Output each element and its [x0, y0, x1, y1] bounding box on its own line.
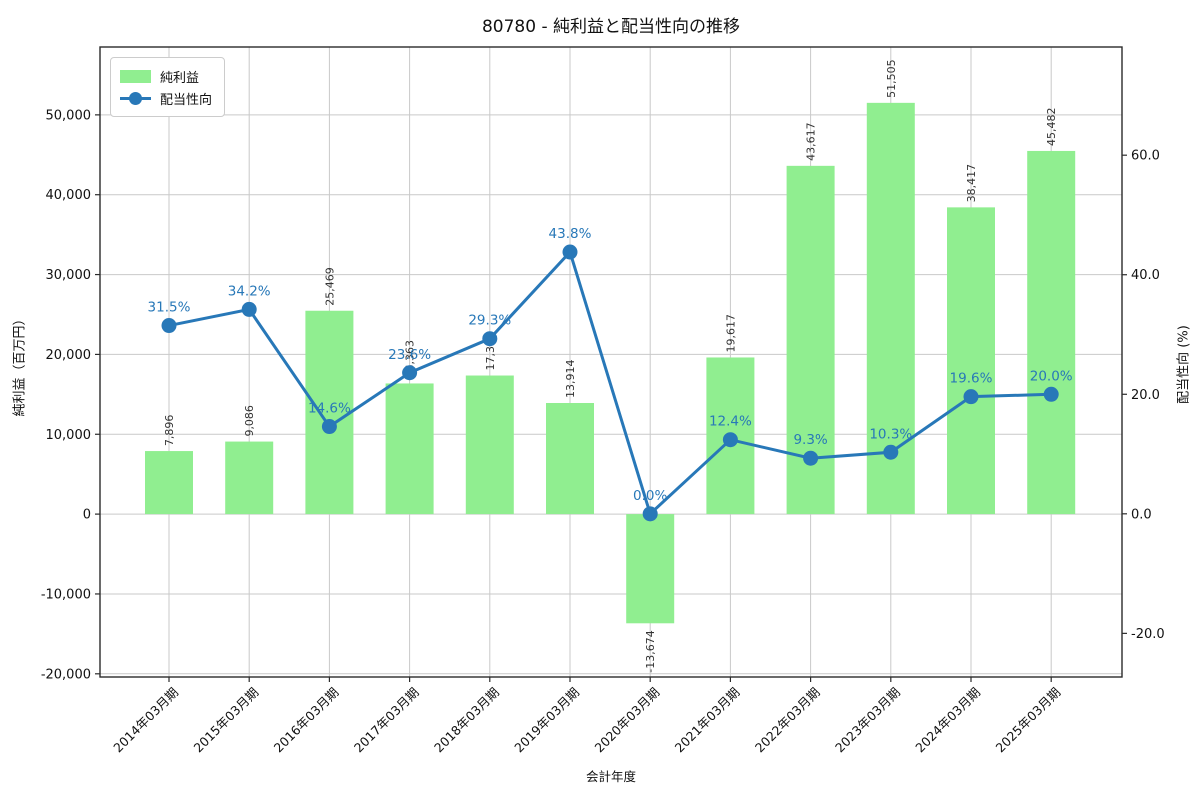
legend-label: 配当性向 — [160, 92, 213, 108]
net-income-bar — [305, 310, 354, 515]
chart-title: 80780 - 純利益と配当性向の推移 — [481, 17, 741, 37]
x-tick-label: 2020年03月期 — [591, 685, 662, 756]
y-tick-label-left: -20,000 — [41, 667, 91, 682]
net-income-bar — [1027, 150, 1076, 515]
y-tick-label-right: 20.0 — [1131, 388, 1160, 403]
x-tick-label: 2022年03月期 — [752, 685, 823, 756]
payout-ratio-marker — [803, 450, 819, 466]
legend-item-net-income: 純利益 — [120, 65, 212, 87]
x-tick-label: 2025年03月期 — [992, 685, 1063, 756]
net-income-bar — [546, 403, 594, 515]
percent-label: 23.6% — [388, 347, 431, 363]
y-tick-label-left: 0 — [83, 508, 91, 523]
x-tick-label: 2015年03月期 — [190, 685, 261, 756]
bar-value-label: 7,896 — [163, 415, 176, 447]
payout-ratio-marker — [321, 419, 337, 435]
percent-label: 9.3% — [793, 432, 827, 448]
bar-swatch-icon — [120, 69, 151, 83]
net-income-bar — [626, 514, 675, 624]
plot-border — [99, 46, 1123, 678]
bar-value-label: 25,469 — [323, 267, 336, 306]
legend-item-payout-ratio: 配当性向 — [120, 87, 212, 109]
payout-ratio-marker — [642, 506, 658, 522]
y-tick-label-left: 20,000 — [46, 348, 92, 363]
y-tick-label-left: 30,000 — [46, 268, 92, 283]
percent-label: 19.6% — [950, 371, 993, 387]
y-axis-label-left: 純利益（百万円） — [12, 312, 28, 417]
x-tick-label: 2021年03月期 — [672, 685, 743, 756]
y-tick-label-right: 40.0 — [1131, 268, 1160, 283]
net-income-bar — [385, 383, 434, 515]
x-tick-label: 2017年03月期 — [351, 685, 422, 756]
percent-label: 43.8% — [549, 226, 592, 242]
payout-ratio-marker — [1043, 386, 1059, 402]
bar-value-label: 45,482 — [1045, 107, 1058, 146]
percent-label: 31.5% — [148, 300, 191, 316]
net-income-bar — [145, 451, 193, 515]
y-tick-label-left: 40,000 — [46, 188, 92, 203]
x-tick-label: 2014年03月期 — [110, 685, 181, 756]
bar-value-label: 38,417 — [965, 164, 978, 203]
x-tick-label: 2016年03月期 — [271, 685, 342, 756]
line-marker-icon — [120, 91, 151, 105]
bar-value-label: -13,674 — [644, 630, 657, 672]
payout-ratio-marker — [161, 318, 177, 334]
x-tick-label: 2018年03月期 — [431, 685, 502, 756]
payout-ratio-marker — [883, 444, 899, 460]
net-income-bar — [947, 207, 995, 515]
payout-ratio-marker — [482, 331, 498, 347]
bar-value-label: 9,086 — [243, 405, 256, 437]
legend: 純利益 配当性向 — [110, 57, 226, 117]
percent-label: 20.0% — [1030, 368, 1073, 384]
x-tick-label: 2019年03月期 — [511, 685, 582, 756]
percent-label: 0.0% — [633, 488, 667, 504]
net-income-bar — [465, 375, 514, 515]
payout-ratio-marker — [963, 389, 979, 405]
percent-label: 29.3% — [468, 313, 511, 329]
y-tick-label-left: -10,000 — [41, 587, 91, 602]
percent-label: 14.6% — [308, 401, 351, 417]
payout-ratio-marker — [402, 365, 418, 381]
payout-ratio-line — [168, 249, 1052, 517]
y-tick-label-left: 10,000 — [46, 428, 92, 443]
payout-ratio-marker — [241, 301, 257, 317]
legend-label: 純利益 — [160, 70, 200, 86]
y-tick-label-right: 0.0 — [1131, 507, 1152, 522]
x-tick-label: 2024年03月期 — [912, 685, 983, 756]
bar-value-label: 51,505 — [885, 59, 898, 98]
x-tick-label: 2023年03月期 — [832, 685, 903, 756]
y-tick-label-right: 60.0 — [1131, 149, 1160, 164]
y-axis-label-right: 配当性向 (%) — [1176, 325, 1192, 404]
payout-ratio-marker — [722, 432, 738, 448]
percent-label: 34.2% — [228, 283, 271, 299]
percent-label: 12.4% — [709, 414, 752, 430]
y-tick-label-right: -20.0 — [1131, 627, 1165, 642]
bar-value-label: 13,914 — [564, 360, 577, 399]
net-income-bar — [225, 441, 274, 515]
payout-ratio-marker — [562, 244, 578, 260]
x-axis-label: 会計年度 — [585, 769, 636, 784]
bar-value-label: 19,617 — [724, 314, 737, 353]
bar-value-label: 43,617 — [805, 122, 818, 161]
y-tick-label-left: 50,000 — [46, 108, 92, 123]
percent-label: 10.3% — [869, 426, 912, 442]
